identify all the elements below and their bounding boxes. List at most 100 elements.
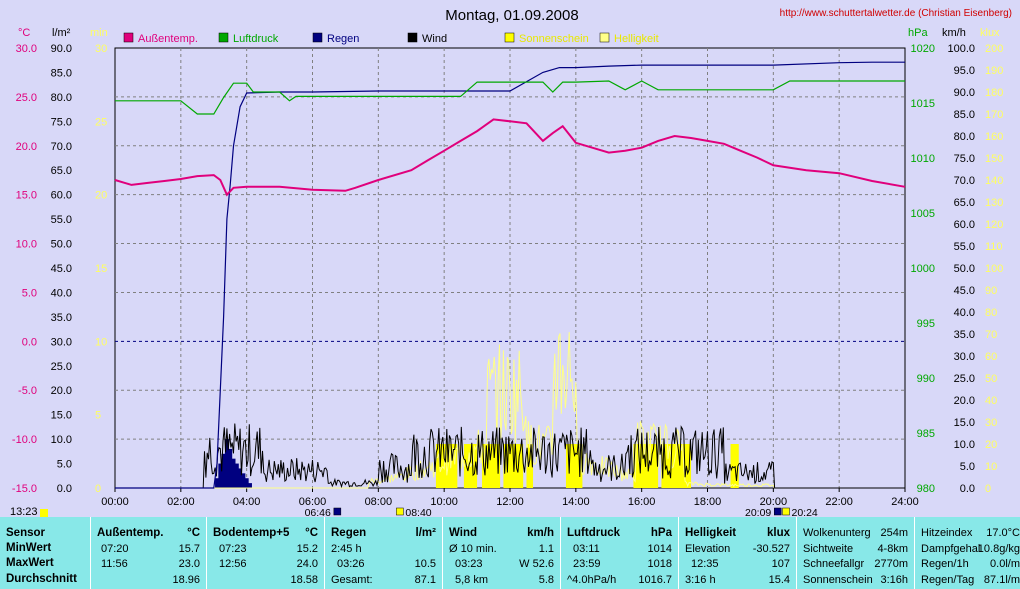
rain-axis-tick: 30.0 bbox=[51, 336, 72, 348]
temp-axis-tick: 30.0 bbox=[16, 43, 37, 55]
misc1-value-0: 254m bbox=[880, 527, 908, 539]
legend-swatch bbox=[504, 32, 515, 43]
series-wind bbox=[115, 423, 905, 489]
misc2-label-1: Dampfgehal bbox=[921, 543, 981, 555]
sun-marker-label: 08:40 bbox=[405, 507, 431, 517]
light-axis-tick: 90 bbox=[985, 285, 997, 297]
legend-swatch bbox=[312, 32, 323, 43]
rain-axis-tick: 5.0 bbox=[57, 459, 72, 471]
light-axis-tick: 80 bbox=[985, 307, 997, 319]
x-tick-label: 04:00 bbox=[233, 496, 261, 508]
luftdruck-min-value: 1014 bbox=[647, 543, 672, 555]
legend-swatch bbox=[123, 32, 134, 43]
light-axis-tick: 190 bbox=[985, 65, 1003, 77]
regen-column: Regen l/m² 2:45 h 03:26 10.5 Gesamt: 87.… bbox=[324, 517, 442, 589]
aussentemp-header: Außentemp. bbox=[97, 527, 164, 539]
pressure-axis-unit: hPa bbox=[908, 27, 928, 39]
legend-label: Luftdruck bbox=[233, 33, 279, 45]
legend-label: Außentemp. bbox=[138, 33, 198, 45]
luftdruck-trend: ^4.0hPa/h bbox=[567, 574, 617, 586]
legend-swatch bbox=[599, 32, 610, 43]
temp-axis-tick: -5.0 bbox=[18, 385, 37, 397]
sun-axis-tick: 10 bbox=[95, 336, 107, 348]
x-tick-label: 02:00 bbox=[167, 496, 195, 508]
luftdruck-min-time: 03:11 bbox=[573, 543, 600, 555]
regen-total-value: 87.1 bbox=[414, 574, 436, 586]
helligkeit-unit: klux bbox=[766, 527, 790, 539]
bodentemp-avg: 18.58 bbox=[290, 574, 318, 586]
bodentemp-max-time: 12:56 bbox=[219, 558, 247, 570]
misc1-label-0: Wolkenunterg bbox=[803, 527, 871, 539]
light-axis-tick: 140 bbox=[985, 175, 1003, 187]
wind-axis-tick: 0.0 bbox=[960, 483, 975, 495]
luftdruck-header: Luftdruck bbox=[567, 527, 621, 539]
light-axis-tick: 130 bbox=[985, 197, 1003, 209]
light-axis-tick: 180 bbox=[985, 87, 1003, 99]
sun-indicator bbox=[40, 509, 48, 517]
sun-marker bbox=[333, 507, 342, 516]
rain-rate-bar bbox=[218, 463, 223, 488]
helligkeit-max-time: 12:35 bbox=[691, 558, 719, 570]
misc2-value-0: 17.0°C bbox=[986, 527, 1020, 539]
regen-header: Regen bbox=[331, 527, 367, 539]
light-axis-tick: 10 bbox=[985, 461, 997, 473]
wind-axis-tick: 50.0 bbox=[954, 263, 975, 275]
sun-axis-tick: 20 bbox=[95, 190, 107, 202]
misc2-value-2: 0.0l/m bbox=[990, 558, 1020, 570]
series-luftdruck bbox=[115, 80, 905, 115]
regen-max-time: 03:26 bbox=[337, 558, 365, 570]
sun-axis-tick: 0 bbox=[95, 483, 101, 495]
rain-rate-bar bbox=[228, 448, 233, 488]
rain-axis-tick: 0.0 bbox=[57, 483, 72, 495]
rain-axis-tick: 70.0 bbox=[51, 141, 72, 153]
misc2-label-3: Regen/Tag bbox=[921, 574, 975, 586]
pressure-axis-tick: 980 bbox=[917, 483, 935, 495]
wind-axis-tick: 5.0 bbox=[960, 461, 975, 473]
min-label: MinWert bbox=[6, 542, 52, 554]
chart-title: Montag, 01.09.2008 bbox=[445, 7, 578, 24]
helligkeit-column: Helligkeit klux Elevation -30.527 12:35 … bbox=[678, 517, 796, 589]
aussentemp-min-time: 07:20 bbox=[101, 543, 129, 555]
temp-axis-tick: 5.0 bbox=[22, 287, 37, 299]
aussentemp-unit: °C bbox=[187, 527, 200, 539]
temp-axis-tick: -15.0 bbox=[12, 483, 37, 495]
misc1-label-2: Schneefallgr bbox=[803, 558, 865, 570]
sunshine-bar bbox=[730, 444, 739, 488]
aussentemp-max-value: 23.0 bbox=[178, 558, 200, 570]
bodentemp-max-value: 24.0 bbox=[296, 558, 318, 570]
wind-axis-tick: 90.0 bbox=[954, 87, 975, 99]
sun-marker bbox=[782, 507, 790, 516]
misc2-label-0: Hitzeindex bbox=[921, 527, 973, 539]
wind-max-time: 03:23 bbox=[455, 558, 483, 570]
rain-rate-bar bbox=[224, 439, 229, 488]
rain-axis-tick: 15.0 bbox=[51, 410, 72, 422]
elevation-label: Elevation bbox=[685, 543, 731, 555]
x-tick-label: 24:00 bbox=[891, 496, 919, 508]
bodentemp-column: Bodentemp+5 °C 07:23 15.2 12:56 24.0 18.… bbox=[206, 517, 324, 589]
legend-label: Helligkeit bbox=[614, 33, 659, 45]
aussentemp-min-value: 15.7 bbox=[178, 543, 200, 555]
misc2-column: Hitzeindex 17.0°C Dampfgehal 10.8g/kg Re… bbox=[914, 517, 1020, 589]
rain-rate-bar bbox=[215, 478, 220, 488]
wind-axis-tick: 85.0 bbox=[954, 109, 975, 121]
light-axis-tick: 150 bbox=[985, 153, 1003, 165]
sensor-column: Sensor MinWert MaxWert Durchschnitt bbox=[0, 517, 90, 589]
sun-axis-tick: 5 bbox=[95, 410, 101, 422]
wind-distance-value: 5.8 bbox=[538, 574, 554, 586]
rain-axis-tick: 20.0 bbox=[51, 385, 72, 397]
misc1-label-3: Sonnenschein bbox=[803, 574, 873, 586]
wind-axis-tick: 25.0 bbox=[954, 373, 975, 385]
sensor-header: Sensor bbox=[6, 527, 45, 539]
rain-rate-bar bbox=[221, 453, 226, 488]
temp-axis-tick: 0.0 bbox=[22, 336, 37, 348]
bodentemp-min-value: 15.2 bbox=[296, 543, 318, 555]
wind-unit: km/h bbox=[527, 527, 554, 539]
sun-marker-label: 20:24 bbox=[792, 507, 818, 517]
rain-rate-bar bbox=[247, 483, 252, 488]
wind-axis-tick: 55.0 bbox=[954, 241, 975, 253]
x-tick-label: 16:00 bbox=[628, 496, 656, 508]
elevation-value: -30.527 bbox=[752, 543, 790, 555]
wind-axis-tick: 35.0 bbox=[954, 329, 975, 341]
wind-avg-label: Ø 10 min. bbox=[449, 543, 497, 555]
wind-axis-tick: 70.0 bbox=[954, 175, 975, 187]
